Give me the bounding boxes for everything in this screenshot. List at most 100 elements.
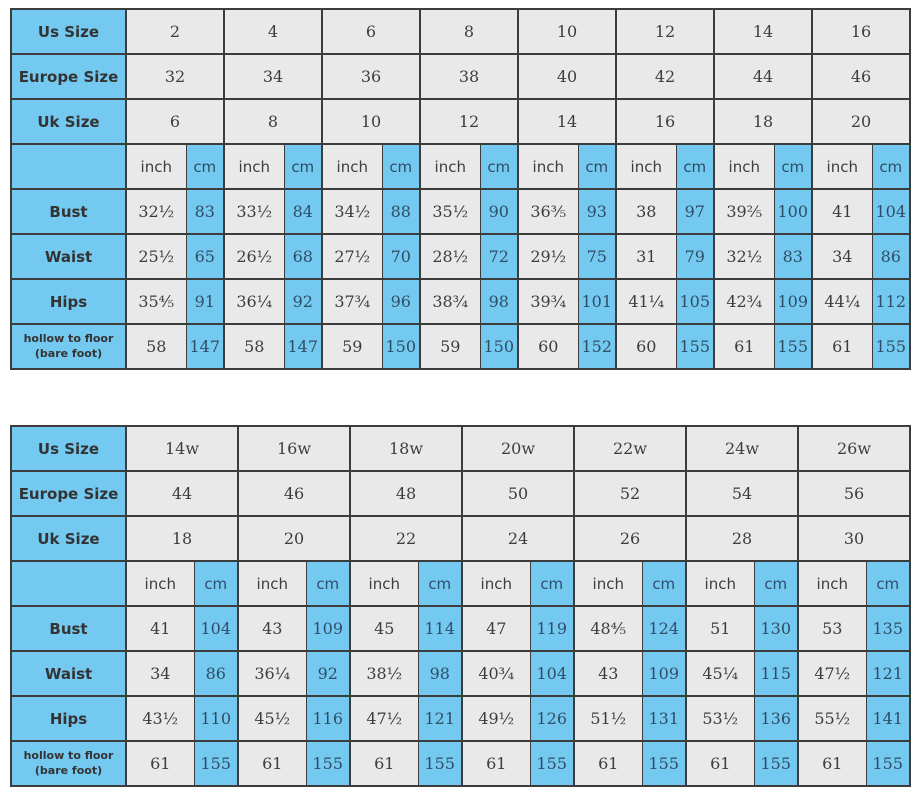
cm-value-cell: 91 [185, 278, 225, 325]
measure-row: Bust 32½ 83 33½ 84 34½ 88 35½ 90 36⅗ 93 38 97 39⅖ 100 4… [10, 188, 911, 235]
inch-value-cell: 42¾ [713, 278, 775, 325]
inch-value-cell: 27½ [321, 233, 383, 280]
inch-value-cell: 26½ [223, 233, 285, 280]
cm-value-cell: 119 [529, 605, 575, 652]
cm-value-cell: 147 [185, 323, 225, 370]
unit-inch-cell: inch [811, 143, 873, 190]
size-value-cell: 18 [125, 515, 239, 562]
size-value-cell: 44 [713, 53, 813, 100]
cm-value-cell: 98 [479, 278, 519, 325]
unit-row-label-cell [10, 143, 127, 190]
row-label-europe-size: Europe Size [10, 53, 127, 100]
cm-value-cell: 92 [305, 650, 351, 697]
inch-value-cell: 61 [237, 740, 307, 787]
cm-value-cell: 90 [479, 188, 519, 235]
inch-value-cell: 38 [615, 188, 677, 235]
size-row: Europe Size 44 46 48 50 52 54 56 [10, 470, 911, 517]
unit-inch-cell: inch [321, 143, 383, 190]
row-label-line: Bust [49, 202, 88, 221]
unit-row: inch cm inch cm inch cm inch cm inch cm inch cm inch… [10, 560, 911, 607]
cm-value-cell: 112 [871, 278, 911, 325]
inch-value-cell: 31 [615, 233, 677, 280]
cm-value-cell: 155 [753, 740, 799, 787]
size-value-cell: 28 [685, 515, 799, 562]
inch-value-cell: 61 [573, 740, 643, 787]
cm-value-cell: 124 [641, 605, 687, 652]
inch-value-cell: 58 [125, 323, 187, 370]
unit-inch-cell: inch [517, 143, 579, 190]
inch-value-cell: 61 [349, 740, 419, 787]
row-label-uk-size: Uk Size [10, 515, 127, 562]
row-label-line: Hips [49, 292, 88, 311]
inch-value-cell: 25½ [125, 233, 187, 280]
inch-value-cell: 34½ [321, 188, 383, 235]
size-row: Uk Size 18 20 22 24 26 28 30 [10, 515, 911, 562]
cm-value-cell: 68 [283, 233, 323, 280]
inch-value-cell: 34 [125, 650, 195, 697]
cm-value-cell: 155 [417, 740, 463, 787]
cm-value-cell: 104 [871, 188, 911, 235]
standard-size-chart-table: Us Size 2 4 6 8 10 12 14 16 Europe Size 32 34 36 38 40… [10, 8, 911, 370]
inch-value-cell: 47½ [349, 695, 419, 742]
inch-value-cell: 49½ [461, 695, 531, 742]
inch-value-cell: 61 [685, 740, 755, 787]
size-value-cell: 16w [237, 425, 351, 472]
cm-value-cell: 115 [753, 650, 799, 697]
size-value-cell: 38 [419, 53, 519, 100]
inch-value-cell: 61 [797, 740, 867, 787]
inch-value-cell: 43 [573, 650, 643, 697]
measure-row: hollow to floor (bare foot) 58 147 58 147 59 15… [10, 323, 911, 370]
unit-cm-cell: cm [479, 143, 519, 190]
unit-inch-cell: inch [237, 560, 307, 607]
unit-cm-cell: cm [577, 143, 617, 190]
size-value-cell: 20 [811, 98, 911, 145]
cm-value-cell: 92 [283, 278, 323, 325]
unit-cm-cell: cm [305, 560, 351, 607]
unit-inch-cell: inch [223, 143, 285, 190]
unit-inch-cell: inch [685, 560, 755, 607]
cm-value-cell: 109 [305, 605, 351, 652]
inch-value-cell: 41¼ [615, 278, 677, 325]
unit-cm-cell: cm [675, 143, 715, 190]
row-label-line: (bare foot) [34, 346, 103, 360]
inch-value-cell: 51 [685, 605, 755, 652]
size-row: Us Size 2 4 6 8 10 12 14 16 [10, 8, 911, 55]
measure-row: Bust 41 104 43 109 45 114 47 119 48⅘ 124 51 130 53 135 [10, 605, 911, 652]
size-value-cell: 20w [461, 425, 575, 472]
inch-value-cell: 40¾ [461, 650, 531, 697]
inch-value-cell: 55½ [797, 695, 867, 742]
size-value-cell: 14 [517, 98, 617, 145]
unit-cm-cell: cm [417, 560, 463, 607]
size-value-cell: 48 [349, 470, 463, 517]
size-value-cell: 12 [419, 98, 519, 145]
cm-value-cell: 155 [675, 323, 715, 370]
cm-value-cell: 98 [417, 650, 463, 697]
size-value-cell: 22w [573, 425, 687, 472]
row-label-hollow-to-floor: hollow to floor (bare foot) [10, 740, 127, 787]
row-label-line: hollow to floor [23, 332, 114, 346]
cm-value-cell: 109 [773, 278, 813, 325]
cm-value-cell: 155 [865, 740, 911, 787]
unit-cm-cell: cm [381, 143, 421, 190]
unit-cm-cell: cm [641, 560, 687, 607]
inch-value-cell: 32½ [125, 188, 187, 235]
inch-value-cell: 45¼ [685, 650, 755, 697]
size-value-cell: 34 [223, 53, 323, 100]
size-value-cell: 18w [349, 425, 463, 472]
inch-value-cell: 36¼ [223, 278, 285, 325]
cm-value-cell: 150 [381, 323, 421, 370]
cm-value-cell: 150 [479, 323, 519, 370]
row-label-waist: Waist [10, 233, 127, 280]
inch-value-cell: 53½ [685, 695, 755, 742]
inch-value-cell: 36⅗ [517, 188, 579, 235]
cm-value-cell: 136 [753, 695, 799, 742]
size-value-cell: 42 [615, 53, 715, 100]
size-value-cell: 24w [685, 425, 799, 472]
inch-value-cell: 59 [419, 323, 481, 370]
cm-value-cell: 105 [675, 278, 715, 325]
row-label-bust: Bust [10, 605, 127, 652]
row-label-hollow-to-floor: hollow to floor (bare foot) [10, 323, 127, 370]
cm-value-cell: 147 [283, 323, 323, 370]
inch-value-cell: 47 [461, 605, 531, 652]
cm-value-cell: 83 [773, 233, 813, 280]
